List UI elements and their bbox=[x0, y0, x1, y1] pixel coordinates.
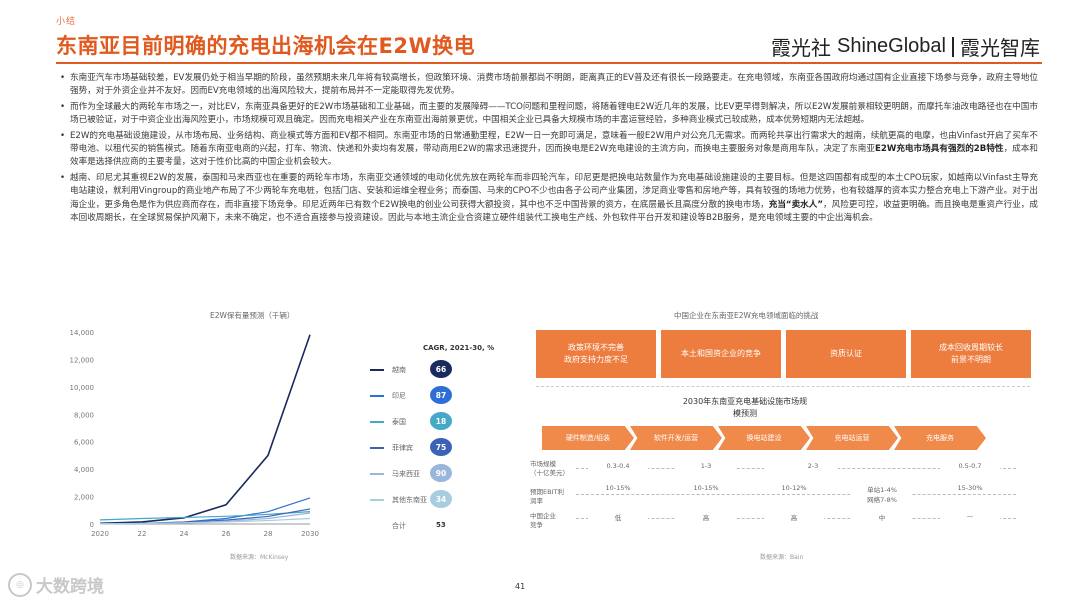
table-cell: 15-30% bbox=[940, 484, 1000, 492]
y-tick-label: 2,000 bbox=[74, 494, 94, 502]
table-cell: 低 bbox=[588, 512, 648, 522]
legend-label: 马来西亚 bbox=[392, 470, 420, 478]
y-tick-label: 14,000 bbox=[70, 329, 95, 337]
series-line bbox=[99, 334, 311, 525]
cagr-bubble: 75 bbox=[430, 438, 452, 456]
chart-source: 数据来源：McKinsey bbox=[230, 554, 289, 561]
x-tick-label: 22 bbox=[138, 530, 147, 538]
challenge-box: 成本回收周期较长 前景不明朗 bbox=[911, 330, 1031, 378]
section-tag: 小结 bbox=[56, 17, 77, 27]
watermark: ◎ 大数跨境 bbox=[8, 572, 104, 597]
legend-swatch bbox=[370, 499, 384, 501]
market-forecast-title: 2030年东南亚充电基础设施市场规模预测 bbox=[682, 397, 808, 418]
line-chart-svg: 0 2,000 4,000 6,000 8,000 10,000 12,000 14,000 2… bbox=[70, 329, 319, 538]
x-tick-label: 24 bbox=[180, 530, 189, 538]
table-cell: 10-15% bbox=[588, 484, 648, 492]
cagr-header: CAGR, 2021-30, % bbox=[423, 344, 495, 352]
challenge-box: 本土和国资企业的竞争 bbox=[661, 330, 781, 378]
table-cell: 10-15% bbox=[676, 484, 736, 492]
legend-item: 越南 66 bbox=[370, 360, 520, 380]
y-tick-label: 10,000 bbox=[70, 384, 95, 392]
cagr-bubble: 90 bbox=[430, 464, 452, 482]
challenges-diagram: 中国企业在东南亚E2W充电领域面临的挑战 政策环境不完善 政府支持力度不足 本土和… bbox=[530, 302, 1040, 572]
value-chain-stage: 充电站运营 bbox=[806, 426, 898, 450]
legend-item: 菲律宾 75 bbox=[370, 438, 520, 458]
cagr-bubble: 34 bbox=[430, 490, 452, 508]
total-value: 53 bbox=[436, 521, 446, 529]
y-tick-label: 0 bbox=[90, 521, 94, 529]
bullet-item: 东南亚汽车市场基础较差，EV发展仍处于相当早期的阶段，虽然预期未来几年将有较高增… bbox=[60, 72, 1038, 99]
legend-swatch bbox=[370, 369, 384, 371]
legend-item: 印尼 87 bbox=[370, 386, 520, 406]
legend-total-row: 合计 53 bbox=[370, 516, 520, 536]
table-cell: 单站1-4% 网络7-8% bbox=[852, 484, 912, 504]
value-chain-stage: 充电服务 bbox=[894, 426, 986, 450]
x-tick-label: 28 bbox=[264, 530, 273, 538]
legend-swatch bbox=[370, 395, 384, 397]
x-tick-label: 2030 bbox=[301, 530, 319, 538]
page-number: 41 bbox=[515, 582, 526, 591]
legend-label: 泰国 bbox=[392, 418, 406, 426]
series-line bbox=[99, 517, 311, 525]
table-cell: 10-12% bbox=[764, 484, 824, 492]
y-tick-label: 12,000 bbox=[70, 356, 95, 364]
table-cell: 0.5-0.7 bbox=[940, 462, 1000, 470]
logo-cn: 霞光社 bbox=[771, 38, 832, 60]
row-label: 预期EBIT利润率 bbox=[530, 488, 564, 505]
total-label: 合计 bbox=[392, 522, 406, 530]
legend-swatch bbox=[370, 473, 384, 475]
legend-item: 其他东南亚 34 bbox=[370, 490, 520, 510]
y-tick-label: 8,000 bbox=[74, 411, 94, 419]
bullet-item: 而作为全球最大的两轮车市场之一，对比EV，东南亚具备更好的E2W市场基础和工业基… bbox=[60, 101, 1038, 128]
legend-label: 其他东南亚 bbox=[392, 496, 427, 504]
table-cell: 2-3 bbox=[788, 462, 838, 470]
diagram-source: 数据来源：Bain bbox=[760, 554, 804, 561]
watermark-text: 大数跨境 bbox=[36, 577, 104, 597]
row-label: 中国企业 竞争 bbox=[530, 512, 556, 529]
legend-label: 印尼 bbox=[392, 392, 406, 400]
row-guide bbox=[576, 494, 1016, 495]
y-tick-label: 6,000 bbox=[74, 439, 94, 447]
legend-swatch bbox=[370, 421, 384, 423]
table-cell: 高 bbox=[676, 512, 736, 522]
logo-en: ShineGlobal bbox=[837, 35, 946, 57]
legend-item: 马来西亚 90 bbox=[370, 464, 520, 484]
diagram-title: 中国企业在东南亚E2W充电领域面临的挑战 bbox=[674, 311, 819, 320]
table-cell: 中 bbox=[852, 512, 912, 522]
cagr-bubble: 18 bbox=[430, 412, 452, 430]
value-chain-stage: 软件开发/运营 bbox=[630, 426, 722, 450]
cagr-bubble: 87 bbox=[430, 386, 452, 404]
table-cell: — bbox=[940, 512, 1000, 520]
series-line bbox=[99, 511, 311, 521]
watermark-icon: ◎ bbox=[8, 572, 32, 597]
y-tick-label: 4,000 bbox=[74, 466, 94, 474]
x-tick-label: 26 bbox=[222, 530, 231, 538]
bullet-item: E2W的充电基础设施建设，从市场布局、业务结构、商业模式等方面和EV都不相同。东… bbox=[60, 130, 1038, 170]
table-cell: 0.3-0.4 bbox=[588, 462, 648, 470]
challenge-box: 资质认证 bbox=[786, 330, 906, 378]
legend-label: 菲律宾 bbox=[392, 444, 413, 452]
divider bbox=[536, 386, 1030, 387]
cagr-bubble: 66 bbox=[430, 360, 452, 378]
chart-title: E2W保有量预测（千辆） bbox=[210, 311, 295, 320]
table-cell: 1-3 bbox=[676, 462, 736, 470]
brand-logo: 霞光社 ShineGlobal 霞光智库 bbox=[771, 32, 1040, 61]
value-chain-stage: 硬件制造/组装 bbox=[542, 426, 634, 450]
logo-right: 霞光智库 bbox=[960, 38, 1040, 60]
logo-separator bbox=[952, 36, 954, 57]
legend-swatch bbox=[370, 447, 384, 449]
table-cell: 高 bbox=[764, 512, 824, 522]
page-title: 东南亚目前明确的充电出海机会在E2W换电 bbox=[56, 34, 476, 58]
row-label: 市场规模 （十亿美元） bbox=[530, 460, 569, 477]
title-divider bbox=[56, 62, 1042, 64]
legend-label: 越南 bbox=[392, 366, 406, 374]
bullet-item: 越南、印尼尤其重视E2W的发展，泰国和马来西亚也在重要的两轮车市场，东南亚交通领… bbox=[60, 172, 1038, 226]
e2w-forecast-chart: 0 2,000 4,000 6,000 8,000 10,000 12,000 14,000 2… bbox=[60, 302, 520, 572]
bullet-list: 东南亚汽车市场基础较差，EV发展仍处于相当早期的阶段，虽然预期未来几年将有较高增… bbox=[60, 72, 1038, 227]
x-tick-label: 2020 bbox=[91, 530, 109, 538]
value-chain-stage: 换电站建设 bbox=[718, 426, 810, 450]
legend-item: 泰国 18 bbox=[370, 412, 520, 432]
challenge-box: 政策环境不完善 政府支持力度不足 bbox=[536, 330, 656, 378]
